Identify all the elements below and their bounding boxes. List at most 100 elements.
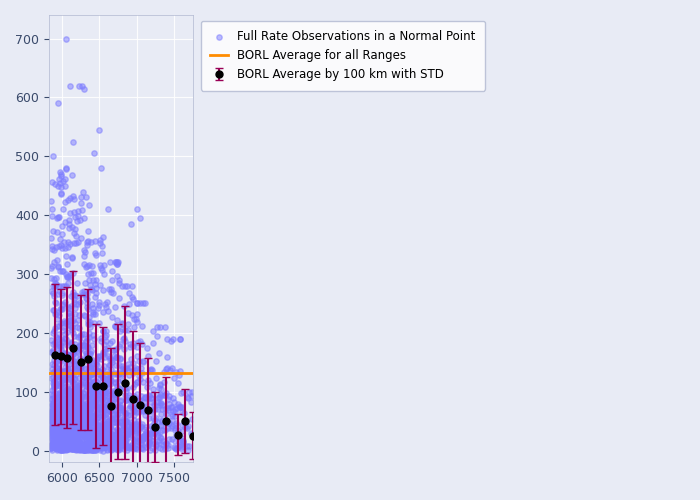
- Full Rate Observations in a Normal Point: [94, 413, 105, 421]
- Full Rate Observations in a Normal Point: [60, 412, 71, 420]
- Full Rate Observations in a Normal Point: [121, 441, 132, 449]
- Full Rate Observations in a Normal Point: [70, 430, 81, 438]
- Full Rate Observations in a Normal Point: [76, 399, 87, 407]
- Full Rate Observations in a Normal Point: [54, 408, 65, 416]
- Full Rate Observations in a Normal Point: [111, 444, 122, 452]
- Full Rate Observations in a Normal Point: [59, 318, 70, 326]
- Full Rate Observations in a Normal Point: [83, 444, 94, 452]
- Full Rate Observations in a Normal Point: [147, 423, 158, 431]
- Full Rate Observations in a Normal Point: [62, 435, 74, 443]
- Full Rate Observations in a Normal Point: [84, 425, 95, 433]
- Full Rate Observations in a Normal Point: [72, 397, 83, 405]
- Full Rate Observations in a Normal Point: [79, 379, 90, 387]
- Full Rate Observations in a Normal Point: [46, 428, 57, 436]
- Full Rate Observations in a Normal Point: [50, 414, 61, 422]
- Full Rate Observations in a Normal Point: [111, 258, 122, 266]
- Full Rate Observations in a Normal Point: [74, 346, 85, 354]
- Full Rate Observations in a Normal Point: [146, 444, 158, 452]
- Full Rate Observations in a Normal Point: [155, 428, 166, 436]
- Full Rate Observations in a Normal Point: [100, 388, 111, 396]
- Full Rate Observations in a Normal Point: [81, 404, 92, 412]
- Full Rate Observations in a Normal Point: [60, 420, 71, 428]
- Full Rate Observations in a Normal Point: [66, 429, 77, 437]
- Full Rate Observations in a Normal Point: [96, 384, 107, 392]
- Full Rate Observations in a Normal Point: [91, 444, 102, 452]
- Full Rate Observations in a Normal Point: [49, 432, 60, 440]
- Full Rate Observations in a Normal Point: [113, 439, 124, 447]
- Full Rate Observations in a Normal Point: [71, 426, 82, 434]
- Full Rate Observations in a Normal Point: [55, 426, 66, 434]
- Full Rate Observations in a Normal Point: [62, 320, 74, 328]
- Full Rate Observations in a Normal Point: [69, 208, 80, 216]
- Full Rate Observations in a Normal Point: [71, 364, 83, 372]
- Full Rate Observations in a Normal Point: [96, 374, 107, 382]
- Full Rate Observations in a Normal Point: [156, 440, 167, 448]
- Full Rate Observations in a Normal Point: [65, 440, 76, 448]
- Full Rate Observations in a Normal Point: [165, 424, 176, 432]
- Full Rate Observations in a Normal Point: [51, 422, 62, 430]
- Full Rate Observations in a Normal Point: [124, 420, 135, 428]
- Full Rate Observations in a Normal Point: [58, 436, 69, 444]
- Full Rate Observations in a Normal Point: [58, 367, 69, 375]
- Full Rate Observations in a Normal Point: [57, 437, 69, 445]
- Full Rate Observations in a Normal Point: [52, 316, 63, 324]
- Full Rate Observations in a Normal Point: [62, 238, 74, 246]
- Full Rate Observations in a Normal Point: [136, 444, 147, 452]
- Full Rate Observations in a Normal Point: [98, 406, 109, 414]
- Full Rate Observations in a Normal Point: [60, 441, 71, 449]
- Full Rate Observations in a Normal Point: [76, 399, 87, 407]
- Full Rate Observations in a Normal Point: [48, 439, 60, 447]
- Full Rate Observations in a Normal Point: [76, 394, 87, 402]
- Full Rate Observations in a Normal Point: [91, 421, 102, 429]
- Full Rate Observations in a Normal Point: [137, 434, 148, 442]
- Full Rate Observations in a Normal Point: [55, 305, 66, 313]
- Full Rate Observations in a Normal Point: [98, 430, 109, 438]
- Full Rate Observations in a Normal Point: [46, 366, 57, 374]
- Full Rate Observations in a Normal Point: [71, 348, 83, 356]
- Full Rate Observations in a Normal Point: [83, 440, 94, 448]
- Full Rate Observations in a Normal Point: [113, 369, 125, 377]
- Full Rate Observations in a Normal Point: [78, 407, 90, 415]
- Full Rate Observations in a Normal Point: [64, 312, 75, 320]
- Full Rate Observations in a Normal Point: [78, 430, 89, 438]
- Full Rate Observations in a Normal Point: [69, 359, 80, 367]
- Full Rate Observations in a Normal Point: [53, 394, 64, 402]
- Full Rate Observations in a Normal Point: [50, 428, 61, 436]
- Full Rate Observations in a Normal Point: [49, 338, 60, 345]
- Full Rate Observations in a Normal Point: [46, 436, 57, 444]
- Full Rate Observations in a Normal Point: [85, 347, 97, 355]
- Full Rate Observations in a Normal Point: [116, 318, 127, 326]
- Full Rate Observations in a Normal Point: [101, 412, 112, 420]
- Full Rate Observations in a Normal Point: [126, 292, 137, 300]
- Full Rate Observations in a Normal Point: [59, 441, 70, 449]
- Full Rate Observations in a Normal Point: [53, 433, 64, 441]
- Full Rate Observations in a Normal Point: [98, 350, 109, 358]
- Full Rate Observations in a Normal Point: [58, 443, 69, 451]
- Full Rate Observations in a Normal Point: [100, 382, 111, 390]
- Full Rate Observations in a Normal Point: [71, 239, 82, 247]
- Full Rate Observations in a Normal Point: [93, 438, 104, 446]
- Full Rate Observations in a Normal Point: [70, 417, 81, 425]
- Full Rate Observations in a Normal Point: [70, 361, 81, 369]
- Full Rate Observations in a Normal Point: [88, 426, 99, 434]
- Full Rate Observations in a Normal Point: [111, 438, 122, 446]
- Full Rate Observations in a Normal Point: [97, 438, 108, 446]
- Full Rate Observations in a Normal Point: [179, 423, 190, 431]
- Full Rate Observations in a Normal Point: [60, 176, 71, 184]
- Full Rate Observations in a Normal Point: [95, 355, 106, 363]
- Full Rate Observations in a Normal Point: [66, 439, 77, 447]
- Full Rate Observations in a Normal Point: [52, 426, 64, 434]
- Full Rate Observations in a Normal Point: [49, 429, 60, 437]
- Full Rate Observations in a Normal Point: [84, 280, 95, 288]
- Full Rate Observations in a Normal Point: [167, 412, 178, 420]
- Full Rate Observations in a Normal Point: [106, 415, 118, 423]
- Full Rate Observations in a Normal Point: [126, 424, 137, 432]
- Full Rate Observations in a Normal Point: [88, 369, 99, 377]
- Full Rate Observations in a Normal Point: [141, 430, 152, 438]
- Full Rate Observations in a Normal Point: [76, 441, 88, 449]
- Full Rate Observations in a Normal Point: [48, 368, 60, 376]
- Full Rate Observations in a Normal Point: [66, 418, 78, 426]
- Full Rate Observations in a Normal Point: [93, 434, 104, 442]
- Full Rate Observations in a Normal Point: [53, 411, 64, 419]
- Full Rate Observations in a Normal Point: [137, 434, 148, 442]
